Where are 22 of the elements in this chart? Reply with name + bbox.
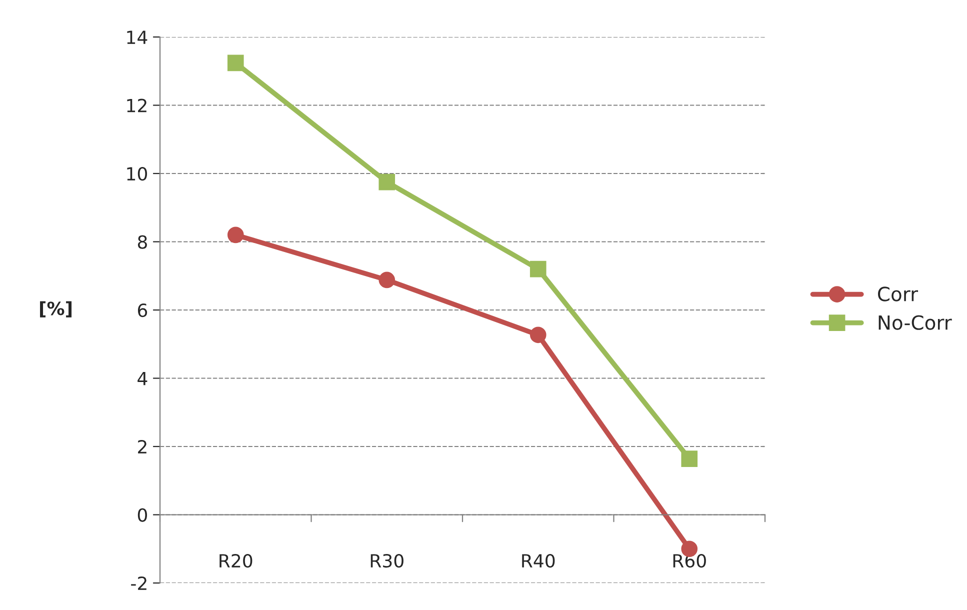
- point: [378, 272, 396, 288]
- point: [227, 54, 244, 72]
- point: [681, 450, 698, 467]
- y-tick-label: -2: [131, 576, 146, 590]
- legend-label: Corr: [878, 286, 918, 302]
- y-tick-label: 2: [138, 440, 146, 454]
- point: [530, 260, 546, 278]
- y-tick-label: 14: [127, 30, 148, 44]
- y-tick-label: 12: [127, 98, 146, 112]
- y-tick-label: 6: [138, 303, 148, 318]
- x-tick-label: R30: [370, 554, 404, 568]
- y-tick-label: 10: [127, 166, 147, 181]
- legend-label: No-Corr: [878, 315, 952, 330]
- y-tick-label: 8: [138, 235, 147, 249]
- y-tick-label: 4: [138, 372, 148, 386]
- x-tick-label: R40: [522, 554, 555, 568]
- point: [530, 326, 546, 344]
- y-axis-title: [%]: [40, 301, 72, 318]
- y-tick-label: 0: [138, 508, 147, 522]
- point: [227, 226, 244, 244]
- x-tick-label: R20: [220, 554, 252, 568]
- point: [378, 174, 396, 190]
